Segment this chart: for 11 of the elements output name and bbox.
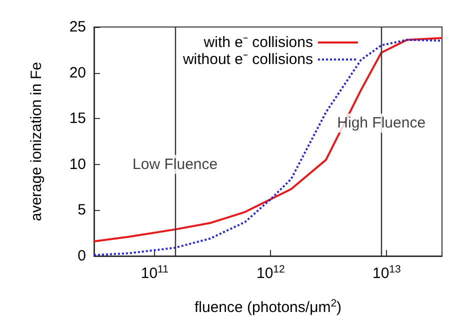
- legend-label: without e⁻ collisions: [182, 51, 313, 68]
- annotation: High Fluence: [337, 114, 426, 132]
- annotation: Low Fluence: [132, 156, 218, 173]
- y-tick-label: 0: [78, 248, 86, 264]
- y-axis-title: average ionization in Fe: [28, 62, 45, 222]
- y-tick-label: 15: [69, 110, 86, 128]
- y-tick-label: 10: [69, 156, 86, 173]
- y-tick-label: 5: [78, 202, 86, 219]
- y-tick-label: 20: [69, 64, 86, 82]
- y-tick-label: 25: [69, 18, 86, 36]
- legend-label: with e⁻ collisions: [202, 34, 313, 51]
